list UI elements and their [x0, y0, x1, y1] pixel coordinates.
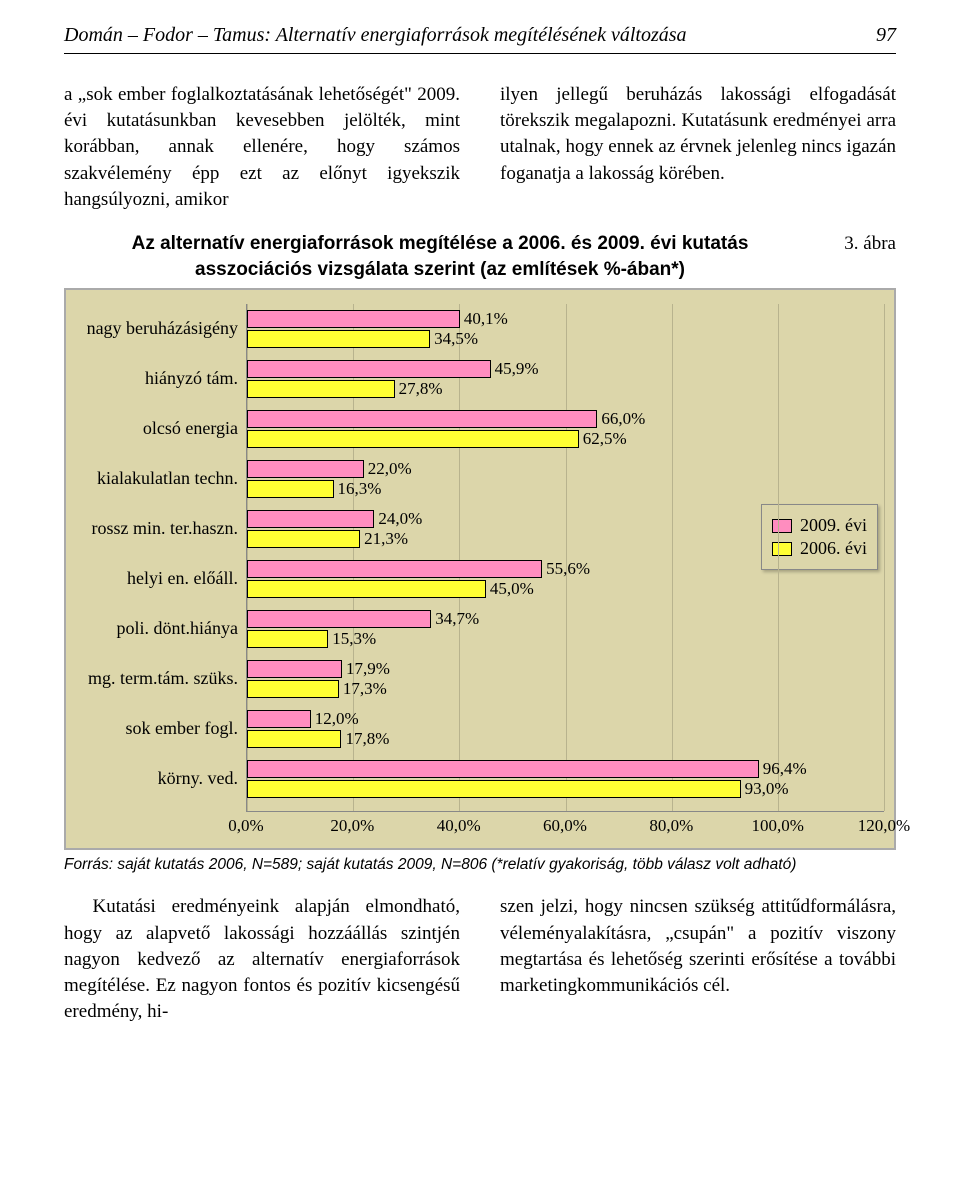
- legend-swatch-2006: [772, 542, 792, 556]
- chart-bar-value: 93,0%: [745, 779, 789, 799]
- running-title: Domán – Fodor – Tamus: Alternatív energi…: [64, 24, 687, 47]
- chart-bar-value: 40,1%: [464, 309, 508, 329]
- figure-caption-row: Az alternatív energiaforrások megítélése…: [64, 231, 896, 282]
- chart-category-label: rossz min. ter.haszn.: [76, 504, 246, 554]
- figure-caption-line1: Az alternatív energiaforrások megítélése…: [132, 233, 749, 254]
- chart-bar-value: 45,0%: [490, 579, 534, 599]
- chart-bar-value: 17,9%: [346, 659, 390, 679]
- legend-label-2009: 2009. évi: [800, 515, 867, 536]
- chart-category-label: hiányzó tám.: [76, 354, 246, 404]
- page-number: 97: [876, 24, 896, 47]
- chart-category-label: poli. dönt.hiánya: [76, 604, 246, 654]
- bar-chart: nagy beruházásigényhiányzó tám.olcsó ene…: [64, 288, 896, 850]
- figure-number: 3. ábra: [816, 231, 896, 255]
- chart-bar-value: 12,0%: [315, 709, 359, 729]
- chart-bar-value: 21,3%: [364, 529, 408, 549]
- chart-category-label: olcsó energia: [76, 404, 246, 454]
- chart-bar-value: 45,9%: [495, 359, 539, 379]
- legend-item: 2009. évi: [772, 515, 867, 536]
- chart-bar-value: 62,5%: [583, 429, 627, 449]
- chart-category-label: kialakulatlan techn.: [76, 454, 246, 504]
- chart-x-tick: 80,0%: [649, 816, 693, 836]
- body-text-bottom: Kutatási eredményeink alapján elmond­hat…: [64, 894, 896, 1025]
- chart-bar-value: 34,7%: [435, 609, 479, 629]
- chart-x-tick: 0,0%: [228, 816, 263, 836]
- chart-plot-area: 2009. évi 2006. évi 40,1%34,5% 45,9% 27,8%…: [246, 304, 884, 812]
- chart-bar: [247, 360, 491, 378]
- chart-bar: [247, 510, 374, 528]
- chart-bar-value: 27,8%: [399, 379, 443, 399]
- chart-bar: [247, 630, 328, 648]
- running-header: Domán – Fodor – Tamus: Alternatív energi…: [64, 24, 896, 54]
- chart-bar: [247, 730, 341, 748]
- legend-item: 2006. évi: [772, 538, 867, 559]
- top-left-paragraph: a „sok ember foglalkoztatásának lehető­s…: [64, 82, 460, 213]
- chart-bar: [247, 660, 342, 678]
- chart-bar: [247, 680, 339, 698]
- figure-caption: Az alternatív energiaforrások megítélése…: [64, 231, 816, 282]
- chart-bar: [247, 310, 460, 328]
- chart-bar: [247, 430, 579, 448]
- body-text-top: a „sok ember foglalkoztatásának lehető­s…: [64, 82, 896, 213]
- chart-category-label: körny. ved.: [76, 754, 246, 804]
- chart-bar: [247, 410, 597, 428]
- chart-x-tick: 20,0%: [330, 816, 374, 836]
- chart-bar: [247, 460, 364, 478]
- chart-x-tick: 100,0%: [751, 816, 803, 836]
- chart-category-label: nagy beruházásigény: [76, 304, 246, 354]
- chart-bar: [247, 480, 334, 498]
- chart-bar: [247, 380, 395, 398]
- chart-x-tick: 40,0%: [437, 816, 481, 836]
- chart-bar-value: 96,4%: [763, 759, 807, 779]
- chart-bar-value: 24,0%: [378, 509, 422, 529]
- chart-y-labels: nagy beruházásigényhiányzó tám.olcsó ene…: [76, 304, 246, 812]
- chart-bar: [247, 610, 431, 628]
- figure-source: Forrás: saját kutatás 2006, N=589; saját…: [64, 856, 896, 874]
- bottom-left-paragraph: Kutatási eredményeink alapján elmond­hat…: [64, 894, 460, 1025]
- chart-x-tick: 60,0%: [543, 816, 587, 836]
- top-right-paragraph: ilyen jellegű beruházás lakossági elfoga…: [500, 82, 896, 213]
- chart-bar-value: 17,8%: [345, 729, 389, 749]
- chart-category-label: mg. term.tám. szüks.: [76, 654, 246, 704]
- chart-bar: [247, 710, 311, 728]
- chart-bar: [247, 780, 741, 798]
- chart-category-label: sok ember fogl.: [76, 704, 246, 754]
- chart-x-tick: 120,0%: [858, 816, 910, 836]
- chart-bar-value: 16,3%: [338, 479, 382, 499]
- chart-bar: [247, 330, 430, 348]
- chart-bar: [247, 580, 486, 598]
- chart-bar-value: 15,3%: [332, 629, 376, 649]
- chart-bar-value: 34,5%: [434, 329, 478, 349]
- legend-label-2006: 2006. évi: [800, 538, 867, 559]
- bottom-right-paragraph: szen jelzi, hogy nincsen szükség attitűd…: [500, 894, 896, 1025]
- figure-source-text: Forrás: saját kutatás 2006, N=589; saját…: [64, 856, 796, 873]
- legend-swatch-2009: [772, 519, 792, 533]
- chart-bar-value: 55,6%: [546, 559, 590, 579]
- chart-bar: [247, 760, 759, 778]
- chart-bar-value: 17,3%: [343, 679, 387, 699]
- chart-category-label: helyi en. előáll.: [76, 554, 246, 604]
- chart-bar: [247, 530, 360, 548]
- chart-x-axis: 0,0%20,0%40,0%60,0%80,0%100,0%120,0%: [246, 816, 884, 838]
- figure-caption-line2: asszociációs vizsgálata szerint (az emlí…: [195, 259, 685, 280]
- chart-bar-value: 66,0%: [601, 409, 645, 429]
- chart-bar-value: 22,0%: [368, 459, 412, 479]
- chart-bar: [247, 560, 542, 578]
